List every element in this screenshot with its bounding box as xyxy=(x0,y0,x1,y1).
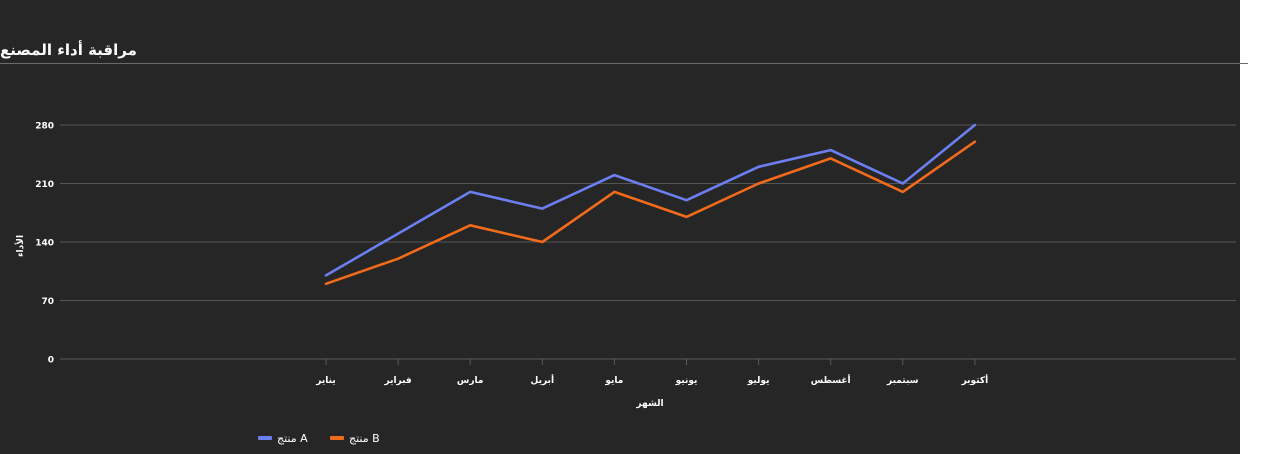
x-tick-label: أكتوبر xyxy=(961,374,989,386)
grid-lines xyxy=(60,124,1236,360)
legend-item[interactable]: منتج A xyxy=(258,432,308,445)
line-chart: 0 70 140 210 280 يناير فبراير مارس أبريل مايو يون… xyxy=(14,122,1236,445)
chart-title: مراقبة أداء المصنع xyxy=(0,41,137,59)
y-axis-ticks: 0 70 140 210 280 xyxy=(35,122,54,366)
x-tick-label: يناير xyxy=(315,376,335,386)
title-divider xyxy=(0,63,1248,64)
series-lines xyxy=(324,123,977,286)
x-tick-label: يوليو xyxy=(747,376,770,386)
legend-label: منتج A xyxy=(277,432,308,445)
y-tick-label: 280 xyxy=(35,122,54,132)
y-axis-title: الأداء xyxy=(14,235,26,257)
x-tick-label: مايو xyxy=(604,376,623,386)
legend-swatch xyxy=(330,436,344,440)
chart-panel xyxy=(0,0,1240,454)
legend[interactable]: منتج A منتج B xyxy=(258,432,380,445)
x-axis-title: الشهر xyxy=(635,399,663,409)
x-tick-label: يونيو xyxy=(675,376,698,386)
y-tick-label: 140 xyxy=(35,239,54,249)
x-axis-ticks: يناير فبراير مارس أبريل مايو يونيو يوليو أغسطس س… xyxy=(315,359,988,386)
y-tick-label: 0 xyxy=(48,356,54,366)
series-line xyxy=(324,123,977,277)
x-tick-label: مارس xyxy=(457,376,484,386)
series-line xyxy=(324,140,977,286)
legend-swatch xyxy=(258,436,272,440)
x-tick-label: أغسطس xyxy=(811,374,851,386)
legend-item[interactable]: منتج B xyxy=(330,432,380,445)
y-tick-label: 210 xyxy=(35,180,54,190)
legend-label: منتج B xyxy=(349,432,380,445)
x-tick-label: سبتمبر xyxy=(886,376,919,386)
x-tick-label: فبراير xyxy=(383,376,411,386)
y-tick-label: 70 xyxy=(41,297,54,307)
x-tick-label: أبريل xyxy=(531,374,554,386)
